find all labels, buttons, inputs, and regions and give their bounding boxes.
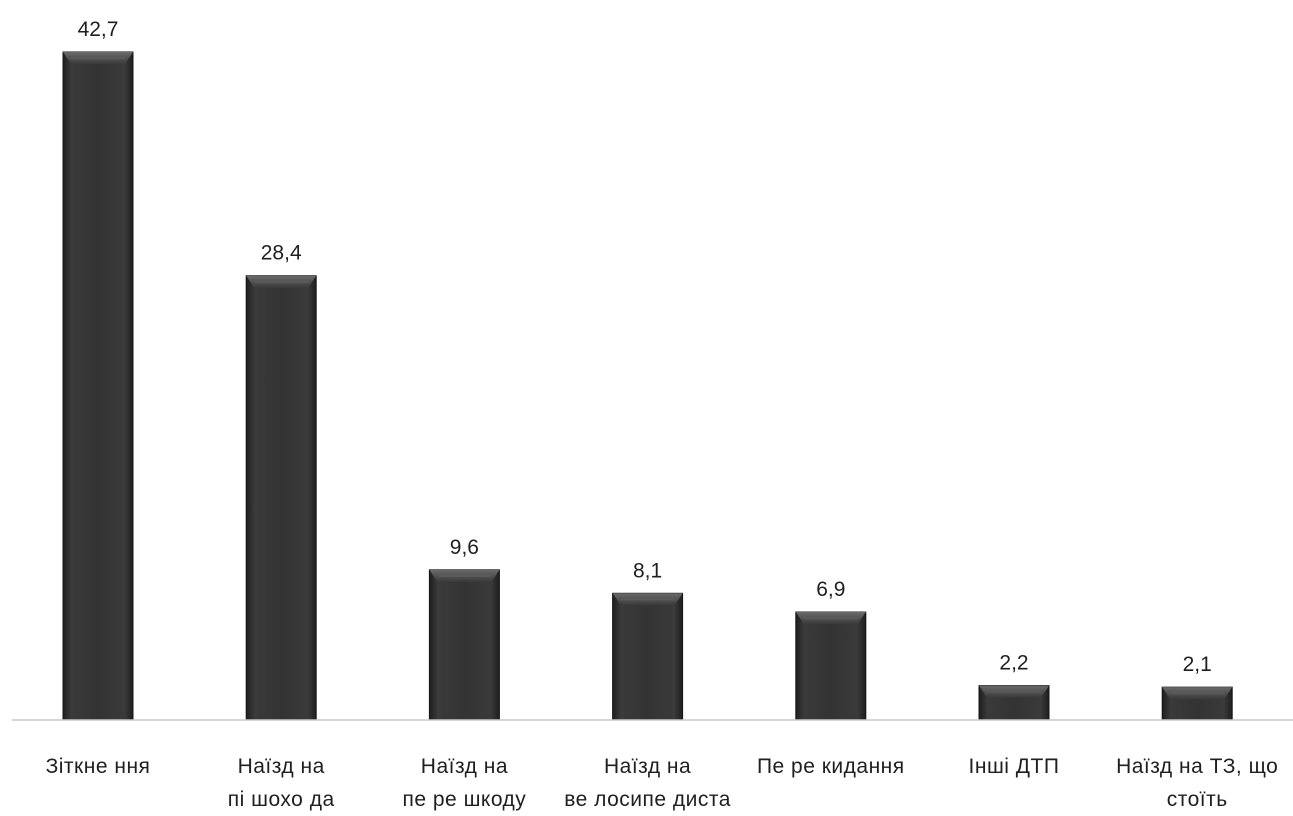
category-label: Інші ДТП xyxy=(969,755,1060,778)
bars-layer xyxy=(62,51,1233,721)
data-label: 2,2 xyxy=(999,652,1028,675)
bar-body xyxy=(245,275,317,721)
bar xyxy=(245,275,317,721)
bar-body xyxy=(612,592,684,721)
bar xyxy=(612,592,684,721)
bar xyxy=(428,569,500,721)
bar-body xyxy=(62,51,134,721)
data-label: 9,6 xyxy=(450,536,479,559)
category-label: Зіткне ння xyxy=(46,755,151,778)
bar xyxy=(978,685,1050,721)
bar-highlight xyxy=(254,279,309,283)
category-label: Наїзд на ТЗ, що стоїть xyxy=(1116,755,1278,811)
category-label: Пе ре кидання xyxy=(757,755,905,778)
data-label: 8,1 xyxy=(633,559,662,582)
category-label: Наїзд на ве лосипе диста xyxy=(564,755,731,811)
bar-highlight xyxy=(1170,691,1225,695)
data-label: 28,4 xyxy=(261,242,302,265)
data-label: 6,9 xyxy=(816,578,845,601)
bar-highlight xyxy=(71,56,125,60)
category-label: Наїзд на пі шохо да xyxy=(228,755,335,811)
bar-body xyxy=(795,611,867,721)
category-labels-layer: Зіткне ння Наїзд на пі шохо да Наїзд на пе р… xyxy=(46,755,1278,811)
bar xyxy=(62,51,134,721)
bar-highlight xyxy=(620,597,675,601)
category-label: Наїзд на пе ре шкоду xyxy=(402,755,526,811)
value-labels-layer: 42,7 28,4 9,6 8,1 6,9 2,2 2,1 xyxy=(78,18,1212,676)
bar xyxy=(795,611,867,721)
bar-highlight xyxy=(437,574,492,578)
bar-highlight xyxy=(803,616,858,620)
bar-body xyxy=(428,569,500,721)
bar xyxy=(1161,686,1233,721)
bar-highlight xyxy=(987,689,1041,693)
data-label: 42,7 xyxy=(78,18,119,41)
data-label: 2,1 xyxy=(1183,653,1212,676)
